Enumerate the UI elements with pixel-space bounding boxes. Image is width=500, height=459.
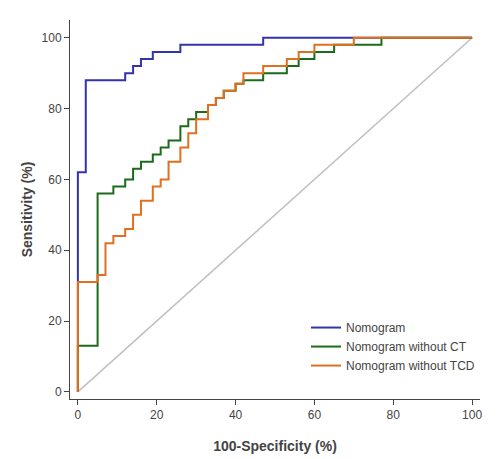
svg-text:60: 60	[48, 173, 62, 187]
svg-text:100-Specificity (%): 100-Specificity (%)	[213, 438, 337, 454]
svg-text:0: 0	[55, 385, 62, 399]
svg-text:40: 40	[48, 243, 62, 257]
svg-text:80: 80	[48, 102, 62, 116]
svg-text:Nomogram without CT: Nomogram without CT	[346, 340, 467, 354]
svg-text:0: 0	[75, 408, 82, 422]
svg-text:20: 20	[150, 408, 164, 422]
svg-text:100: 100	[42, 31, 62, 45]
svg-text:20: 20	[48, 314, 62, 328]
svg-text:Sensitivity (%): Sensitivity (%)	[19, 162, 35, 258]
svg-text:Nomogram without TCD: Nomogram without TCD	[346, 359, 475, 373]
svg-text:80: 80	[387, 408, 401, 422]
svg-text:60: 60	[308, 408, 322, 422]
svg-text:100: 100	[462, 408, 482, 422]
svg-text:Nomogram: Nomogram	[346, 321, 405, 335]
svg-text:40: 40	[229, 408, 243, 422]
